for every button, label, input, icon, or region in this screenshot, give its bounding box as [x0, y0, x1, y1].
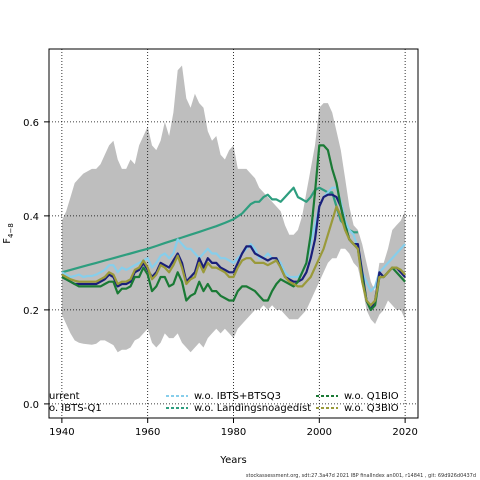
legend-entry-1: o. IBTS-Q1 — [49, 403, 102, 414]
legend-label: w.o. Landingsnoagedist — [194, 403, 311, 414]
series-line-1 — [61, 186, 406, 293]
legend-entry-4: w.o. Q1BIO — [316, 391, 399, 402]
legend-entry-5: w.o. Q3BIO — [316, 403, 399, 414]
footer-note: stockassessment.org, sdt:27.3a47d 2021 I… — [246, 473, 476, 479]
x-tick-label: 2000 — [307, 427, 332, 438]
x-tick-label: 1980 — [221, 427, 246, 438]
legend-label: w.o. Q3BIO — [344, 403, 399, 414]
series-line-4 — [61, 205, 406, 307]
series-layer — [61, 144, 406, 311]
y-axis-title-text: F4−8 — [2, 223, 15, 244]
legend-label: o. IBTS-Q1 — [49, 403, 102, 414]
x-tick-label: 1960 — [135, 427, 160, 438]
x-tick-label: 1940 — [49, 427, 74, 438]
y-axis-title-sub: 4−8 — [7, 223, 15, 238]
legend-entry-2: w.o. IBTS+BTSQ3 — [166, 391, 281, 402]
legend-entry-0: urrent — [49, 391, 80, 402]
legend-label: w.o. Q1BIO — [344, 391, 399, 402]
y-tick-label: 0.0 — [23, 400, 39, 411]
y-axis-title: F4−8 — [2, 223, 15, 244]
legend-label: w.o. IBTS+BTSQ3 — [194, 391, 281, 402]
legend-label: urrent — [49, 391, 80, 402]
series-line-0 — [61, 186, 358, 274]
x-tick-label: 2020 — [392, 427, 417, 438]
x-axis-title: Years — [219, 455, 246, 466]
y-tick-label: 0.4 — [23, 212, 39, 223]
legend-entry-3: w.o. Landingsnoagedist — [166, 403, 311, 414]
axis-layer: 1940 1960 1980 2000 2020 0.0 0.2 0.4 0.6 — [23, 118, 418, 438]
y-axis-title-main: F — [2, 238, 13, 244]
y-tick-label: 0.6 — [23, 118, 39, 129]
y-tick-label: 0.2 — [23, 306, 39, 317]
